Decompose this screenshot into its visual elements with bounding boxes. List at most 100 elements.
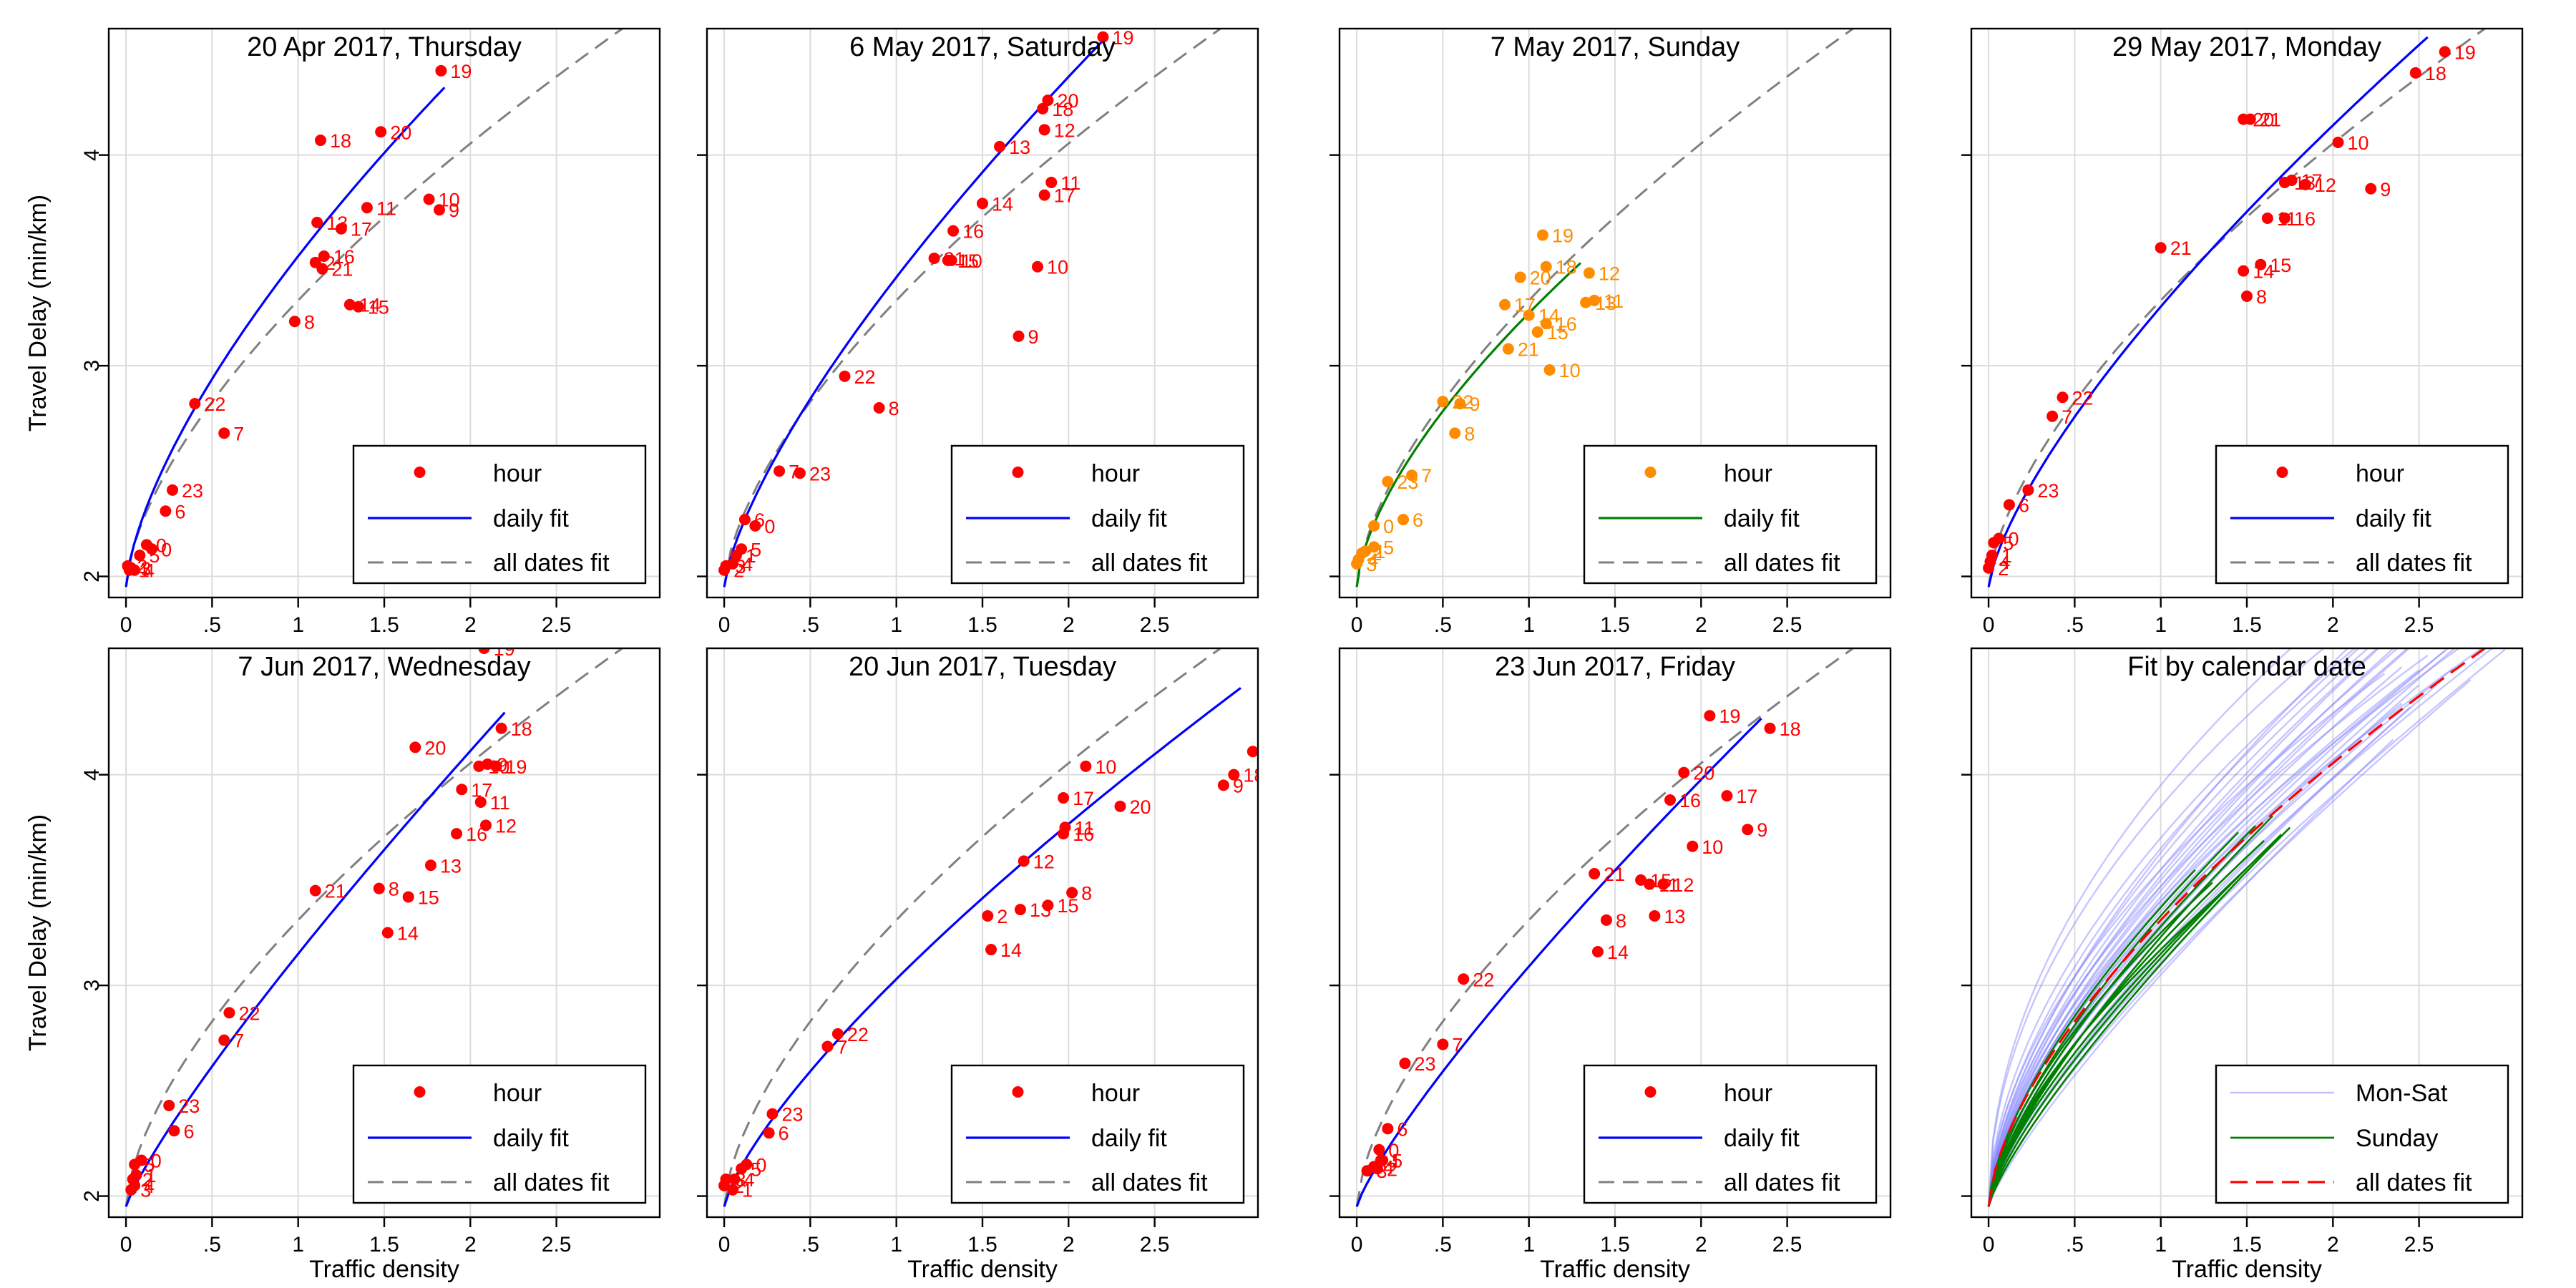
x-tick-label: 1: [1523, 1233, 1535, 1257]
x-tick-label: 1.5: [2232, 613, 2262, 637]
hour-point-label: 19: [1719, 706, 1740, 727]
hour-point-label: 14: [397, 923, 419, 945]
hour-point-label: 20: [1130, 796, 1151, 818]
hour-point: [130, 1169, 142, 1181]
sunday-fit-line: [1987, 839, 2265, 1207]
hour-point-label: 10: [1095, 756, 1116, 778]
x-tick-label: 1: [890, 613, 902, 637]
hour-point: [1014, 904, 1026, 916]
hour-point-label: 14: [992, 193, 1013, 215]
hour-point: [1600, 914, 1612, 926]
hour-point: [318, 250, 330, 262]
hour-point-label: 8: [304, 311, 315, 333]
hour-point-label: 10: [2348, 132, 2369, 154]
hour-point: [473, 760, 485, 772]
panel-title: Fit by calendar date: [2127, 652, 2366, 682]
hour-point-label: 23: [182, 480, 203, 502]
y-tick-label: 4: [80, 149, 104, 161]
sunday-fit-line: [1987, 892, 2222, 1207]
hour-point: [1377, 1154, 1389, 1166]
hour-point: [2244, 113, 2256, 125]
panel-title: 29 May 2017, Monday: [2112, 32, 2381, 62]
y-axis-label: Travel Delay (min/km): [24, 195, 52, 431]
hour-point-label: 0: [2009, 529, 2019, 550]
hour-point-label: 4: [144, 560, 155, 582]
hour-point-label: 17: [351, 219, 372, 240]
mon-sat-fit-line: [1987, 650, 2446, 1207]
mon-sat-fit-line: [1987, 738, 2394, 1207]
hour-point-label: 11: [1604, 291, 1624, 312]
hour-point: [1635, 874, 1647, 886]
x-tick-label: 1.5: [967, 613, 997, 637]
hour-point-label: 3: [1366, 554, 1377, 575]
legend-entry-label: daily fit: [1724, 505, 1800, 532]
hour-point-label: 21: [325, 881, 346, 902]
x-tick-label: 0: [120, 1233, 132, 1257]
hour-point: [314, 135, 326, 147]
hour-point: [727, 1184, 739, 1196]
mon-sat-fit-line: [1987, 673, 2386, 1207]
legend-box: [2215, 444, 2509, 585]
hour-point: [435, 64, 447, 77]
hour-point-label: 16: [333, 246, 355, 268]
hour-point: [2278, 213, 2290, 224]
hour-point: [1373, 1143, 1385, 1156]
legend-entry-label: daily fit: [1724, 1125, 1800, 1152]
hour-point-label: 13: [1664, 906, 1685, 927]
hour-point-label: 11: [1060, 172, 1080, 194]
hour-point-label: 9: [1757, 819, 1767, 841]
x-tick-label: 2: [2327, 613, 2339, 637]
plot-area: 3421506237222181514131716111210919201819: [125, 648, 625, 1207]
hour-point-label: 18: [1243, 765, 1264, 786]
daily-fit-line: [1355, 262, 1581, 587]
hour-point-label: 18: [2425, 63, 2446, 84]
legend: hour daily fit all dates fit: [2215, 444, 2509, 585]
hour-point: [947, 225, 960, 237]
x-tick-label: 2: [1063, 613, 1075, 637]
panel-title: 20 Apr 2017, Thursday: [247, 32, 522, 62]
hour-point: [1368, 541, 1380, 553]
x-tick-label: 2.5: [542, 1233, 572, 1257]
hour-point: [335, 223, 347, 235]
hour-point: [1514, 271, 1526, 283]
x-tick-label: 2.5: [2404, 1233, 2434, 1257]
x-tick-label: .5: [2066, 613, 2084, 637]
hour-point: [1066, 887, 1078, 899]
x-tick-label: 1.5: [369, 1233, 399, 1257]
legend-box: [950, 1064, 1245, 1204]
hour-point-label: 3: [735, 1169, 746, 1191]
hour-point: [2299, 178, 2311, 190]
hour-point: [361, 202, 373, 214]
hour-point: [134, 550, 146, 562]
x-tick-label: 2.5: [2404, 613, 2434, 637]
hour-point-label: 20: [2253, 109, 2274, 131]
x-tick-label: 2.5: [1140, 1233, 1170, 1257]
legend-entry-label: hour: [493, 1080, 542, 1107]
hour-point-label: 0: [1383, 516, 1394, 537]
hour-point-label: 1: [746, 545, 756, 567]
hour-point: [381, 927, 394, 939]
x-axis-label: Traffic density: [309, 1256, 459, 1283]
hour-point: [482, 758, 494, 770]
chart-panel-2: 0.511.522.523415607232282115101614139101…: [697, 27, 1259, 637]
hour-point: [1583, 267, 1595, 279]
hour-point: [2261, 213, 2273, 224]
chart-panel-1: 0.5 1 1.5 2 2.523412345006232278221131617141…: [24, 27, 661, 637]
plot-frame: [1970, 647, 2524, 1219]
x-axis-label: Traffic density: [2172, 1256, 2322, 1283]
hour-point-label: 12: [2315, 175, 2336, 196]
hour-point: [1037, 102, 1049, 114]
hour-point-label: 7: [1421, 465, 1432, 487]
x-tick-label: 2: [1695, 1233, 1707, 1257]
hour-point: [1649, 909, 1661, 922]
plot-area: [1987, 648, 2506, 1207]
hour-point: [1382, 476, 1394, 488]
hour-point-label: 4: [1999, 552, 2010, 573]
x-tick-label: 1.5: [2232, 1233, 2262, 1257]
hour-point: [1382, 1123, 1394, 1135]
hour-point: [766, 1108, 779, 1120]
plot-frame: [706, 27, 1259, 599]
hour-point-label: 22: [1473, 969, 1494, 990]
hour-point: [873, 402, 885, 414]
